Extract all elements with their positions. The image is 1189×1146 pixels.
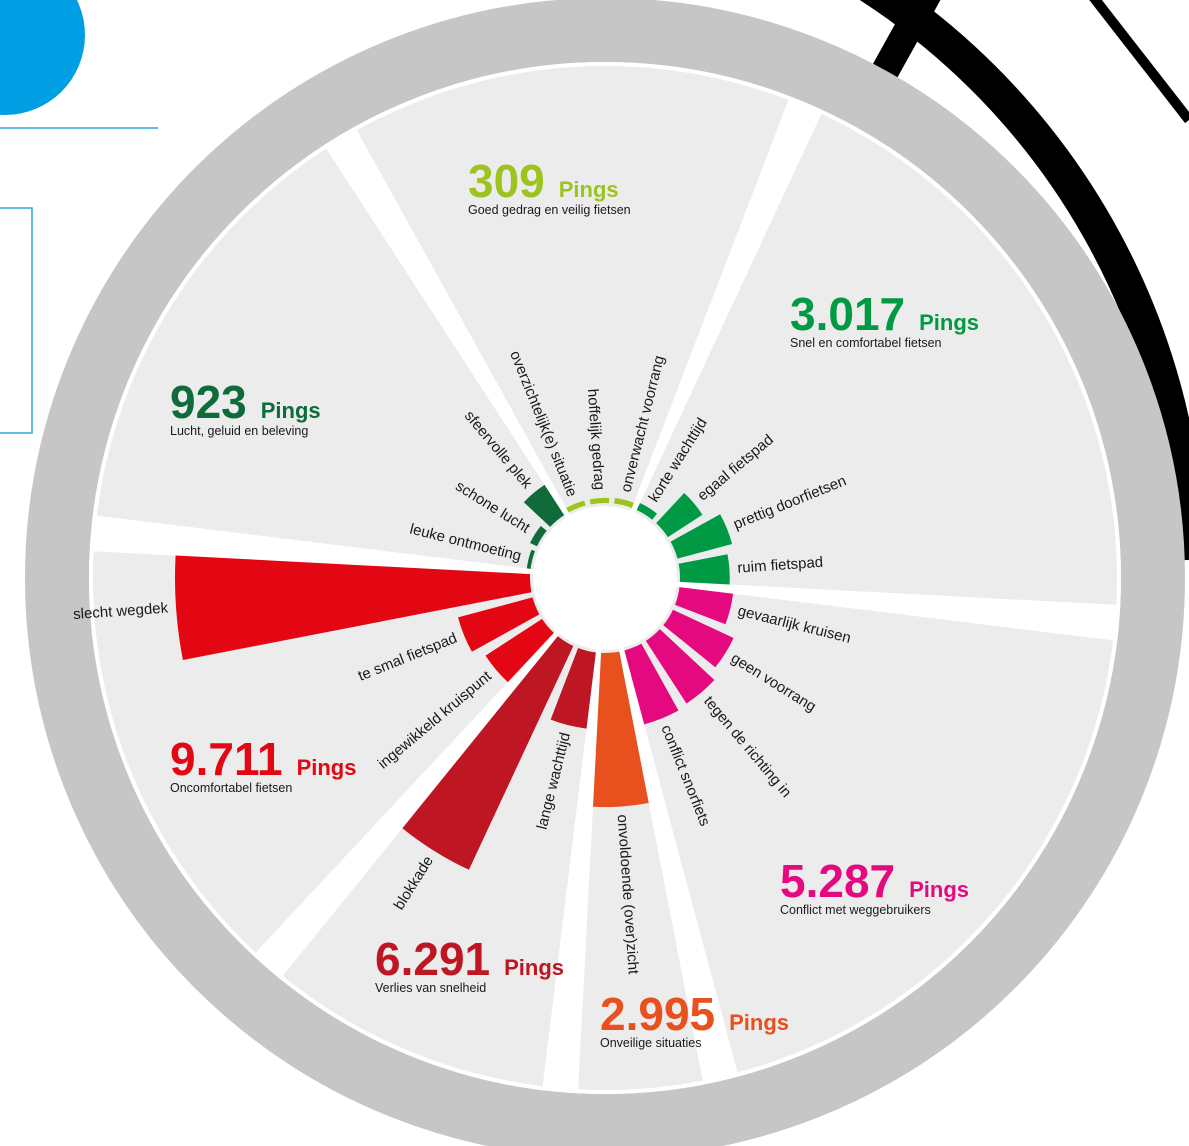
logo-circle (0, 0, 85, 115)
group-name: Conflict met weggebruikers (780, 903, 931, 917)
total-unit: Pings (297, 755, 357, 780)
total-unit: Pings (559, 177, 619, 202)
group-name: Onveilige situaties (600, 1036, 701, 1050)
total-value: 2.995 (600, 988, 715, 1040)
total-unit: Pings (504, 955, 564, 980)
total-unit: Pings (919, 310, 979, 335)
total-value: 6.291 (375, 933, 490, 985)
page: {"chart_data": {"type": "radial-bar", "u… (0, 0, 1189, 1146)
chart: gevaarlijk kruisengeen voorrangtegen de … (0, 0, 1189, 1146)
wheel-spoke (1080, 0, 1189, 120)
hub (533, 506, 677, 650)
group-name: Verlies van snelheid (375, 981, 486, 995)
total-unit: Pings (909, 877, 969, 902)
total-value: 923 (170, 376, 247, 428)
total-value: 5.287 (780, 855, 895, 907)
group-name: Snel en comfortabel fietsen (790, 336, 942, 350)
total-value: 309 (468, 155, 545, 207)
total-value: 3.017 (790, 288, 905, 340)
total-value: 9.711 (170, 733, 283, 785)
total-unit: Pings (729, 1010, 789, 1035)
group-name: Goed gedrag en veilig fietsen (468, 203, 631, 217)
group-name: Oncomfortabel fietsen (170, 781, 292, 795)
side-box (0, 208, 32, 433)
total-unit: Pings (261, 398, 321, 423)
group-name: Lucht, geluid en beleving (170, 424, 308, 438)
